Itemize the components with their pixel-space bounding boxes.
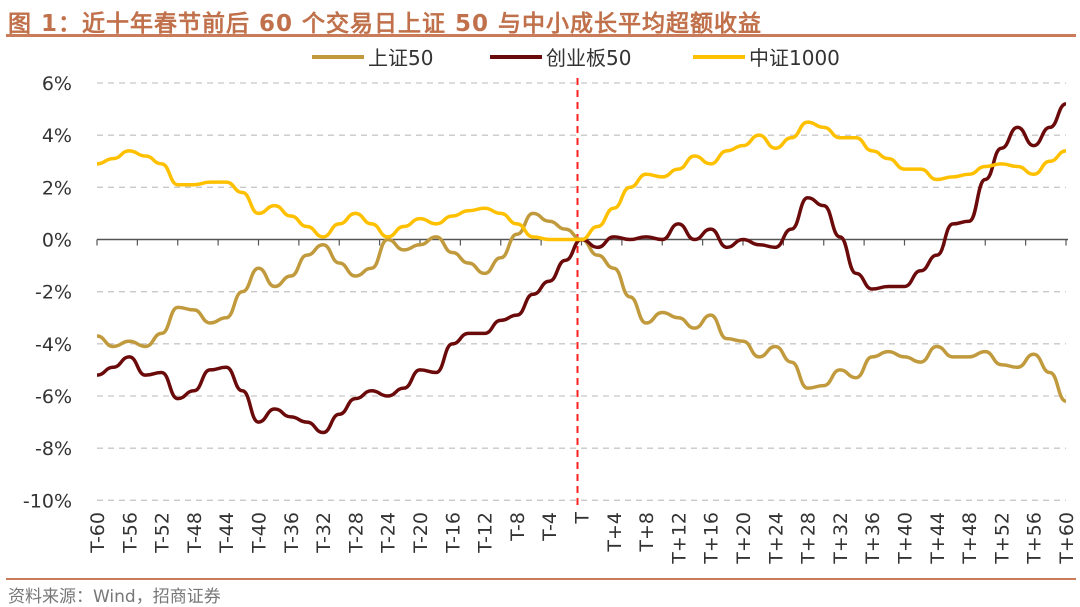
source-note: 资料来源：Wind，招商证券	[8, 587, 221, 607]
chart-title: 图 1：近十年春节前后 60 个交易日上证 50 与中小成长平均超额收益	[8, 11, 763, 37]
x-tick-label: T-60	[87, 512, 109, 554]
x-tick-label: T-36	[281, 512, 303, 554]
x-tick-label: T+56	[1024, 512, 1046, 565]
y-tick-label: 0%	[42, 230, 72, 252]
x-tick-label: T-56	[119, 512, 141, 554]
x-tick-label: T+60	[1056, 512, 1078, 565]
x-tick-label: T-40	[249, 512, 271, 554]
x-tick-label: T+40	[895, 512, 917, 565]
x-tick-label: T+48	[959, 512, 981, 565]
x-tick-label: T+28	[798, 512, 820, 565]
x-tick-label: T-20	[410, 512, 432, 554]
legend-label: 上证50	[368, 46, 433, 70]
y-tick-label: 2%	[42, 177, 72, 199]
legend-label: 创业板50	[546, 46, 631, 70]
y-tick-label: 4%	[42, 125, 72, 147]
x-tick-label: T-12	[475, 512, 497, 554]
x-tick-label: T+52	[991, 512, 1013, 565]
x-tick-label: T+36	[862, 512, 884, 565]
title-divider	[6, 34, 1076, 37]
y-tick-label: -6%	[35, 386, 72, 408]
x-tick-label: T-16	[442, 512, 464, 554]
x-tick-label: T+32	[830, 512, 852, 565]
y-tick-label: 6%	[42, 73, 72, 95]
series-line-3	[96, 120, 1067, 242]
x-tick-label: T-52	[152, 512, 174, 554]
x-tick-label: T+44	[927, 512, 949, 565]
x-tick-label: T-8	[507, 512, 529, 542]
x-tick-label: T	[572, 512, 594, 525]
x-tick-label: T+8	[636, 512, 658, 553]
x-tick-label: T-44	[216, 512, 238, 554]
series-line-2	[96, 102, 1067, 435]
footer-divider	[6, 578, 1076, 580]
x-tick-label: T-4	[539, 512, 561, 542]
y-tick-label: -2%	[35, 282, 72, 304]
x-tick-label: T+16	[701, 512, 723, 565]
y-tick-label: -4%	[35, 334, 72, 356]
x-tick-label: T+4	[604, 512, 626, 553]
y-tick-label: -8%	[35, 438, 72, 460]
x-tick-label: T-24	[378, 512, 400, 554]
legend-label: 中证1000	[749, 46, 840, 70]
x-tick-label: T+24	[765, 512, 787, 565]
y-tick-label: -10%	[23, 490, 72, 512]
x-tick-label: T+12	[668, 512, 690, 565]
x-tick-label: T-28	[345, 512, 367, 554]
x-tick-label: T-32	[313, 512, 335, 554]
x-tick-label: T-48	[184, 512, 206, 554]
x-tick-label: T+20	[733, 512, 755, 565]
